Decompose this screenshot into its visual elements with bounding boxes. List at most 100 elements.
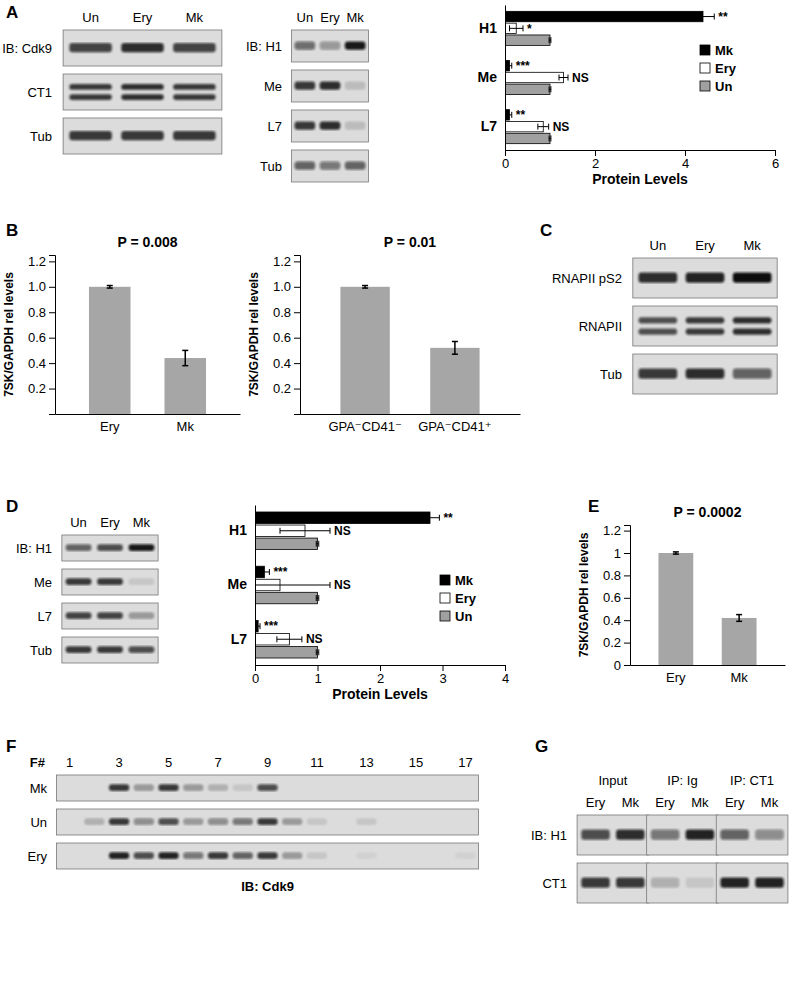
band <box>183 784 203 791</box>
row-label: L7 <box>268 119 282 134</box>
band-part <box>183 818 203 825</box>
legend: MkEryUn <box>440 573 477 624</box>
band <box>129 544 155 551</box>
chart: ********NSNS0246H1MeL7Protein LevelsMkEr… <box>478 6 780 188</box>
annotation: P = 0.01 <box>384 234 437 250</box>
band <box>332 784 352 791</box>
band <box>581 877 610 887</box>
band-part <box>69 94 112 100</box>
tick-label: Me <box>228 576 248 592</box>
tick-mark <box>49 389 55 390</box>
band-part <box>208 784 228 791</box>
tick: Mk <box>730 670 748 685</box>
band <box>59 818 79 825</box>
band-part <box>134 852 154 859</box>
band <box>295 162 316 170</box>
error-bar <box>182 350 188 365</box>
lane-label: 15 <box>409 755 423 770</box>
blot-background <box>292 150 369 182</box>
band <box>345 42 366 50</box>
band-part <box>686 368 725 378</box>
band <box>345 162 366 170</box>
tick: 6 <box>772 150 779 171</box>
significance: ** <box>443 511 453 525</box>
band-part <box>638 272 677 282</box>
panel-label: C <box>540 221 552 240</box>
tick-mark <box>49 363 55 364</box>
band <box>84 818 104 825</box>
axis-title: Protein Levels <box>592 171 688 187</box>
tick-mark <box>595 150 596 156</box>
significance: *** <box>516 59 530 73</box>
axis-title: 7SK/GAPDH rel levels <box>577 532 591 657</box>
band <box>59 784 79 791</box>
row-label: L7 <box>38 609 52 624</box>
significance: * <box>527 22 532 36</box>
tick-mark <box>505 150 506 156</box>
band <box>109 852 129 859</box>
error-bar <box>538 124 549 130</box>
band <box>356 818 376 825</box>
tick: 1 <box>614 546 630 561</box>
band <box>320 42 341 50</box>
tick-label: GPA⁻CD41⁻ <box>328 419 401 434</box>
band-part <box>733 368 772 378</box>
band <box>208 852 228 859</box>
bar <box>505 121 543 131</box>
band <box>381 852 401 859</box>
band-part <box>97 544 123 551</box>
band-part <box>66 612 92 619</box>
tick-mark <box>443 665 444 671</box>
band <box>97 612 123 619</box>
bar <box>340 287 389 414</box>
axis: EryMk <box>631 666 786 686</box>
blot-background <box>292 30 369 62</box>
band-part <box>183 784 203 791</box>
significance: NS <box>334 524 351 538</box>
lane-label: Mk <box>133 515 151 530</box>
tick: 4 <box>682 150 689 171</box>
band-part <box>69 84 112 90</box>
band-part <box>84 784 104 791</box>
legend-swatch <box>440 575 450 585</box>
tick-label: 0.8 <box>28 305 46 320</box>
band-part <box>307 784 327 791</box>
band <box>320 82 341 90</box>
band <box>651 877 680 887</box>
axis: H1MeL7 <box>478 6 506 151</box>
band <box>282 784 302 791</box>
plot-area <box>505 11 714 143</box>
band-part <box>295 162 316 170</box>
band <box>84 784 104 791</box>
band-part <box>616 829 645 839</box>
axis-title: 7SK/GAPDH rel levels <box>2 272 16 397</box>
band <box>69 43 112 52</box>
legend-label: Ery <box>455 591 477 606</box>
band-part <box>356 852 376 859</box>
axis-title: 7SK/GAPDH rel levels <box>247 272 261 397</box>
band <box>406 852 426 859</box>
band <box>431 784 451 791</box>
panel-label: F <box>6 737 16 756</box>
band <box>66 544 92 551</box>
tick: 0 <box>502 150 509 171</box>
tick-label: 0.6 <box>603 590 621 605</box>
tick-label: H1 <box>479 20 497 36</box>
band <box>356 784 376 791</box>
lane-label: 7 <box>214 755 221 770</box>
band-part <box>332 818 352 825</box>
band-part <box>381 784 401 791</box>
tick-label: 0.4 <box>603 613 621 628</box>
band <box>173 131 216 140</box>
chart: 0.20.40.60.81.01.2GPA⁻CD41⁻GPA⁻CD41⁺7SK/… <box>247 234 521 434</box>
chart: 00.20.40.60.811.2EryMk7SK/GAPDH rel leve… <box>577 504 786 685</box>
tick-mark <box>255 665 256 671</box>
band <box>638 272 677 282</box>
lane-label: Ery <box>100 515 120 530</box>
tick-label: GPA⁻CD41⁺ <box>418 419 491 434</box>
axis-line <box>624 526 631 666</box>
lane-label: Mk <box>186 10 204 25</box>
band <box>733 317 772 335</box>
band-part <box>320 82 341 90</box>
blot-background <box>577 815 649 855</box>
